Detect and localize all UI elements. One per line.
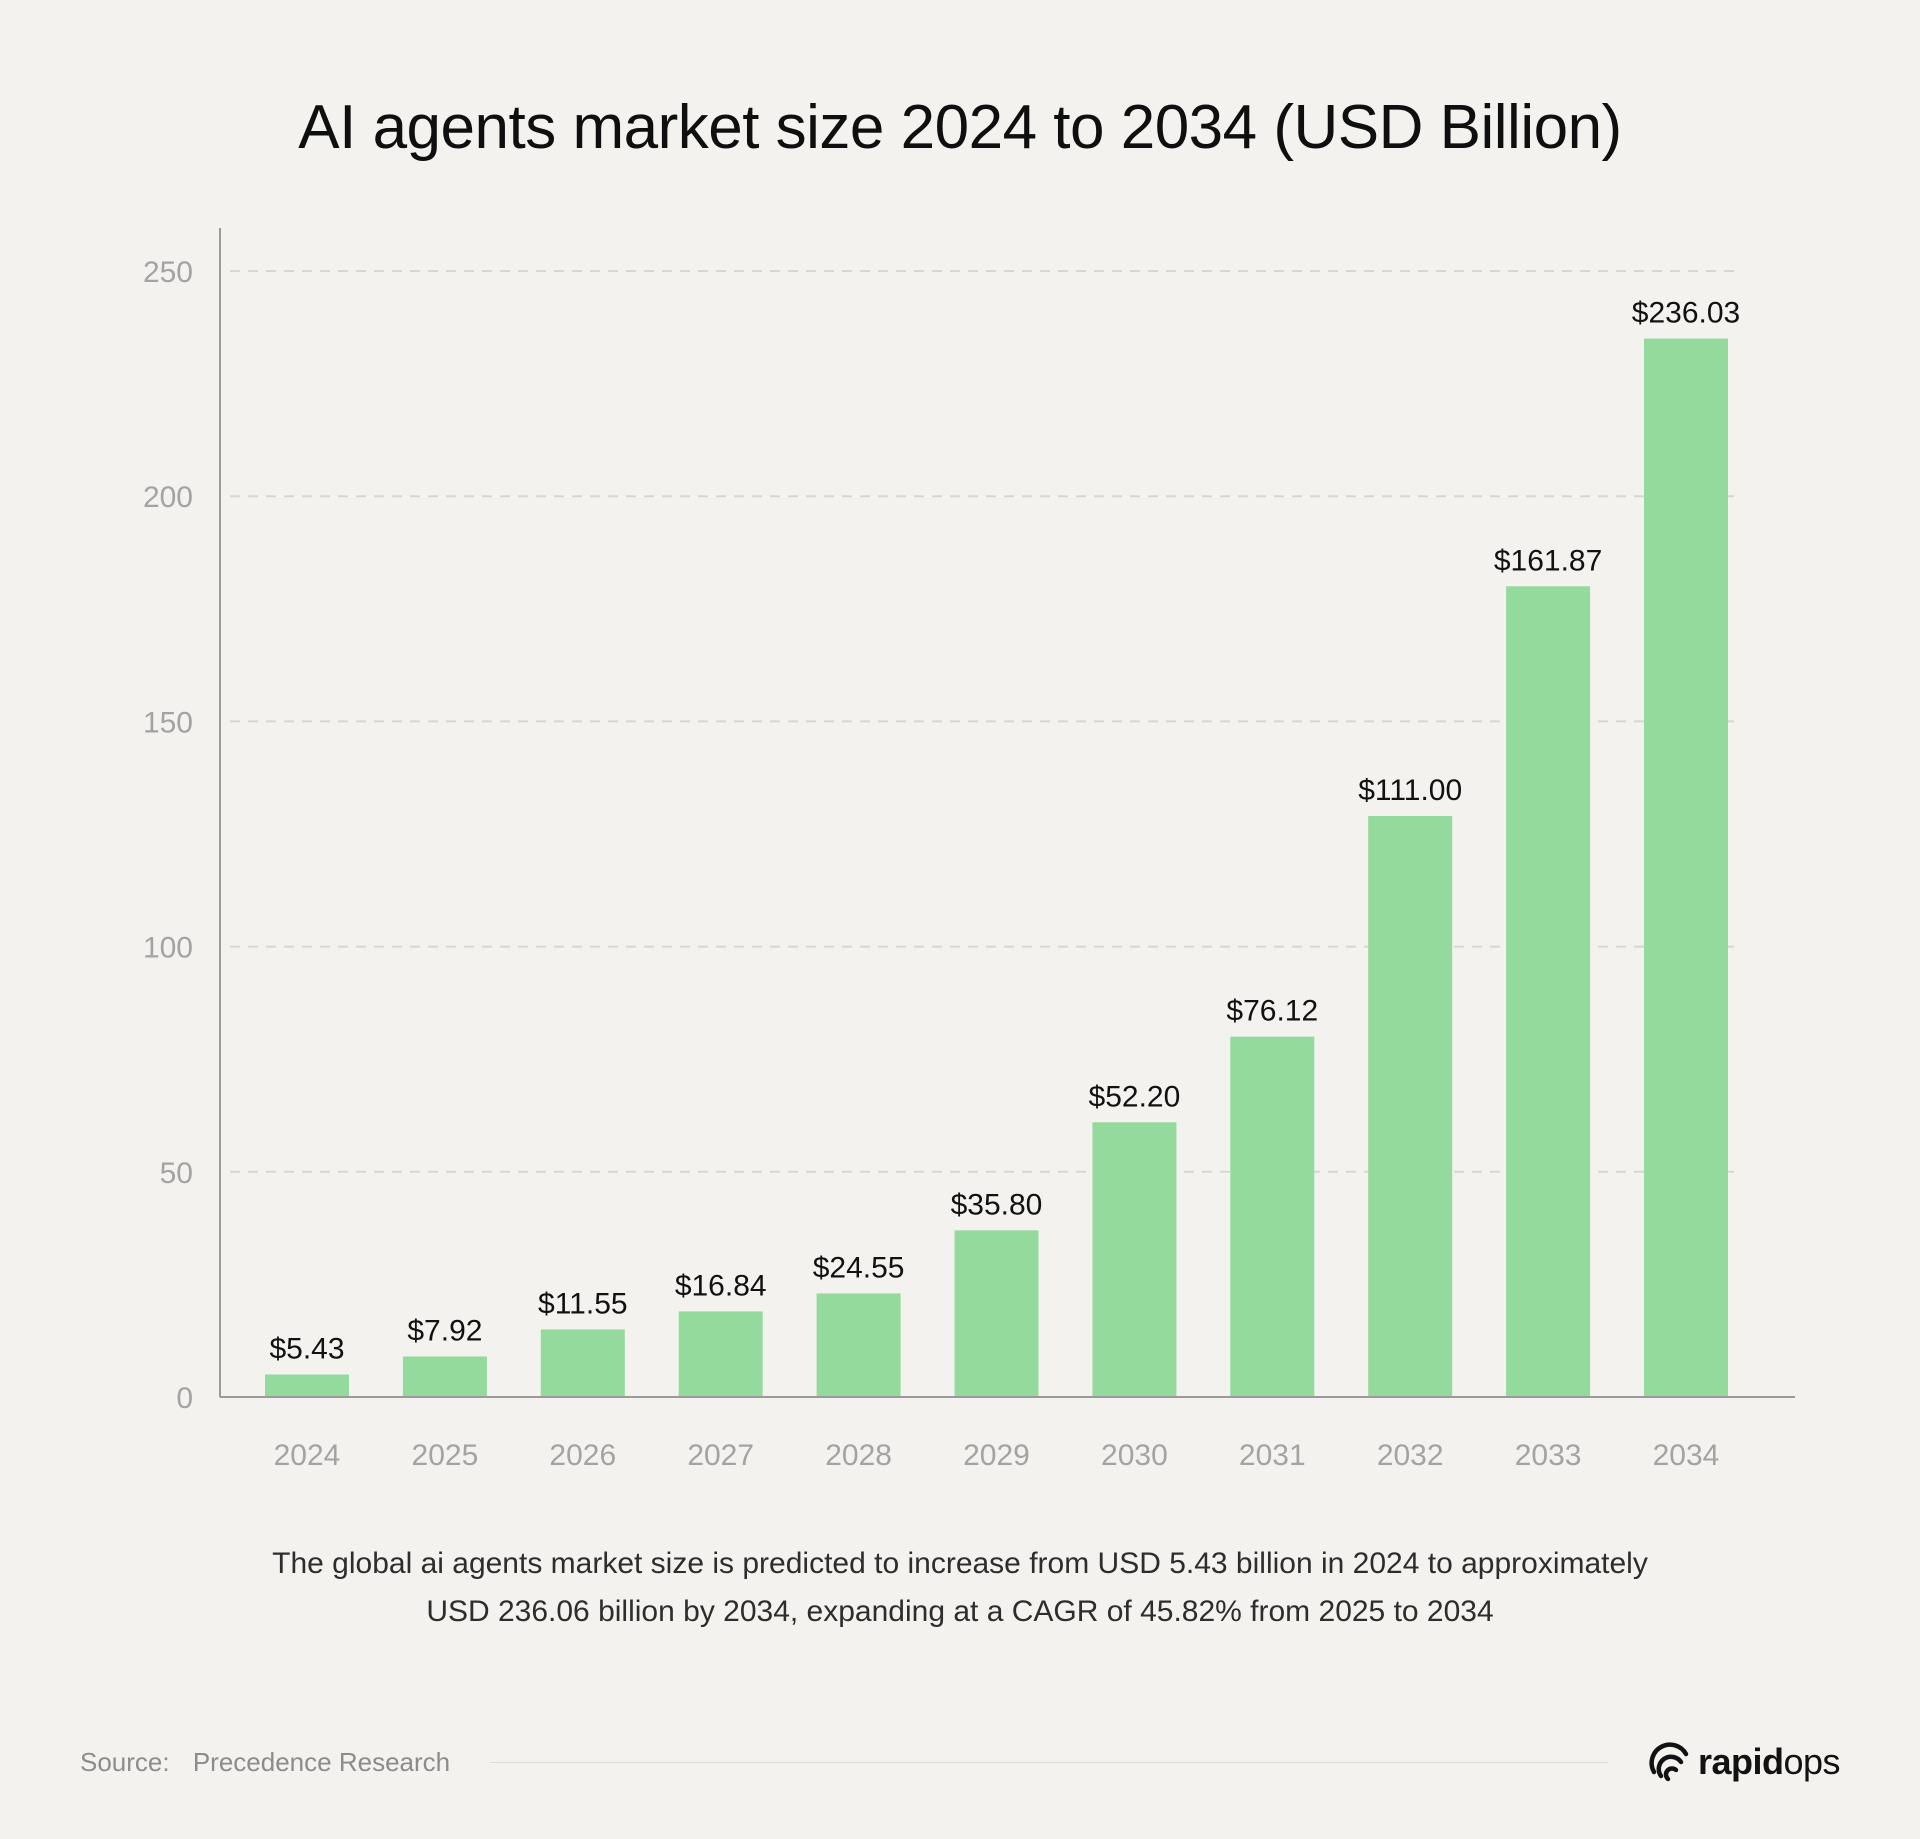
rapidops-logo-icon	[1649, 1742, 1689, 1782]
source-value: Precedence Research	[192, 1746, 451, 1777]
data-label: $161.87	[1494, 544, 1602, 577]
data-label: $76.12	[1226, 995, 1318, 1028]
y-tick-label: 50	[160, 1157, 193, 1190]
data-label: $11.55	[538, 1287, 628, 1320]
brand-name-bold: rapid	[1697, 1741, 1784, 1782]
footer: Source: Precedence Research rapid ops	[80, 1740, 1840, 1784]
bar	[816, 1293, 901, 1397]
x-tick-label: 2024	[274, 1439, 341, 1472]
data-label: $24.55	[813, 1251, 905, 1284]
bar	[1644, 338, 1728, 1397]
bar	[402, 1356, 487, 1397]
y-tick-label: 200	[143, 481, 193, 514]
bar	[265, 1374, 349, 1397]
brand-name-light: ops	[1783, 1741, 1840, 1782]
data-label: $52.20	[1089, 1080, 1181, 1113]
bar	[1230, 1036, 1315, 1397]
footer-divider	[490, 1761, 1608, 1763]
bar	[678, 1311, 763, 1397]
bar	[540, 1329, 625, 1397]
bar-chart: 0 50 100 150 200 250 2024 2025 2026 2027 2028 2029…	[143, 228, 1795, 1472]
x-tick-labels: 2024 2025 2026 2027 2028 2029 2030 2031 2032 2033…	[274, 1439, 1720, 1472]
axes	[219, 228, 1795, 1398]
x-tick-label: 2031	[1239, 1439, 1306, 1472]
x-tick-label: 2034	[1653, 1439, 1720, 1472]
bar	[1368, 815, 1453, 1397]
x-tick-label: 2032	[1377, 1439, 1444, 1472]
caption-line-2: USD 236.06 billion by 2034, expanding at…	[426, 1595, 1494, 1628]
x-tick-label: 2033	[1515, 1439, 1582, 1472]
x-tick-label: 2026	[549, 1439, 616, 1472]
x-tick-label: 2029	[963, 1439, 1030, 1472]
y-tick-label: 0	[176, 1382, 193, 1415]
y-tick-label: 250	[143, 256, 193, 289]
x-tick-label: 2030	[1101, 1439, 1168, 1472]
data-label: $111.00	[1358, 774, 1462, 807]
bars	[265, 338, 1728, 1397]
data-labels: $5.43 $7.92 $11.55 $16.84 $24.55 $35.80 $52.20…	[269, 297, 1740, 1366]
x-tick-label: 2025	[412, 1439, 479, 1472]
source-label: Source:	[80, 1746, 170, 1777]
bar	[954, 1230, 1039, 1397]
data-label: $35.80	[951, 1188, 1043, 1221]
bar	[1092, 1122, 1177, 1397]
x-tick-label: 2028	[825, 1439, 892, 1472]
data-label: $7.92	[407, 1314, 482, 1347]
data-label: $16.84	[675, 1269, 767, 1302]
bar	[1506, 586, 1591, 1397]
chart-caption: The global ai agents market size is pred…	[160, 1540, 1760, 1636]
chart-title: AI agents market size 2024 to 2034 (USD …	[298, 93, 1622, 162]
y-tick-label: 100	[143, 932, 193, 965]
source-credit: Source: Precedence Research	[80, 1747, 450, 1778]
data-label: $236.03	[1632, 297, 1740, 330]
caption-line-1: The global ai agents market size is pred…	[272, 1547, 1648, 1580]
y-tick-label: 150	[143, 706, 193, 739]
data-label: $5.43	[269, 1332, 344, 1365]
y-tick-labels: 0 50 100 150 200 250	[143, 256, 193, 1415]
x-tick-label: 2027	[687, 1439, 754, 1472]
brand-logo: rapid ops	[1648, 1740, 1840, 1784]
